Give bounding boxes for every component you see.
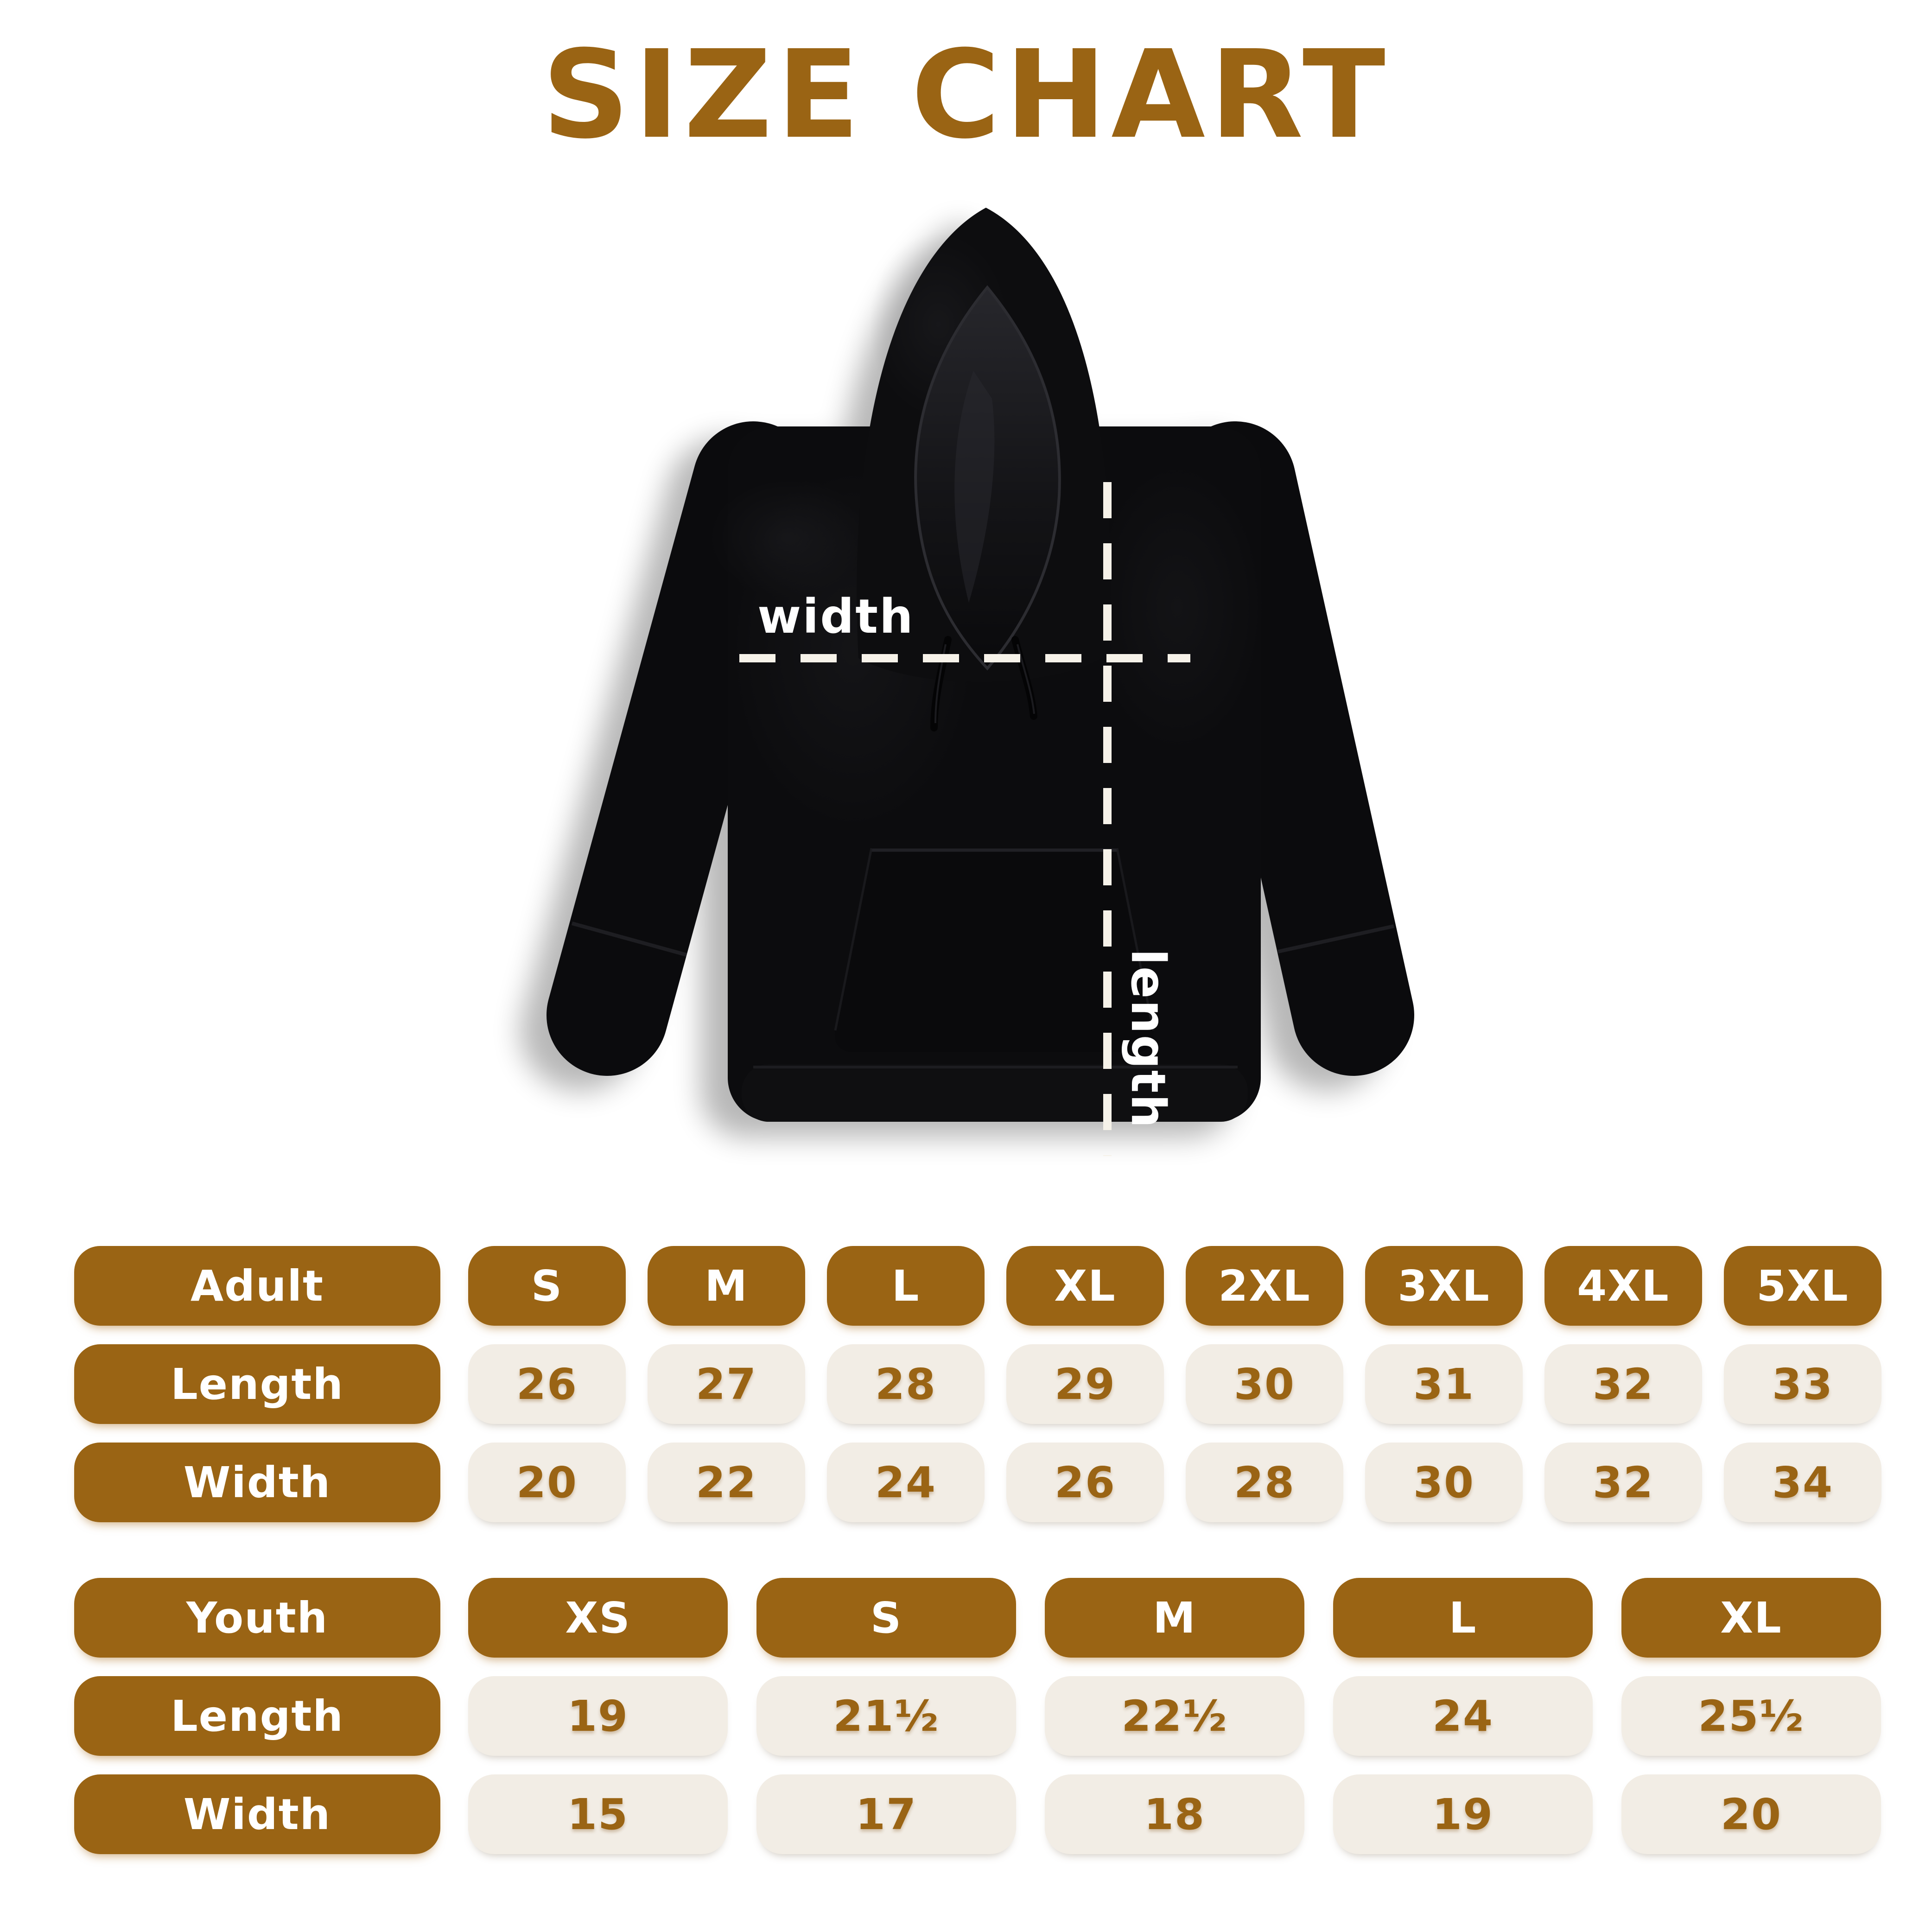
adult-length-value: 28 — [827, 1344, 985, 1424]
youth-length-value: 21½ — [756, 1676, 1016, 1756]
youth-width-row: Width 15 17 18 19 20 — [74, 1774, 1882, 1854]
adult-width-value: 28 — [1186, 1443, 1343, 1522]
hoodie-garment — [547, 208, 1414, 1122]
adult-width-value: 20 — [468, 1443, 626, 1522]
adult-width-value: 26 — [1006, 1443, 1164, 1522]
youth-size-pill-s: S — [756, 1578, 1016, 1658]
adult-width-label: Width — [74, 1443, 440, 1522]
adult-width-row: Width 20 22 24 26 28 30 32 34 — [74, 1443, 1882, 1522]
adult-length-value: 30 — [1186, 1344, 1343, 1424]
page-title: SIZE CHART — [542, 24, 1390, 165]
adult-length-value: 33 — [1724, 1344, 1881, 1424]
adult-size-pill-m: M — [648, 1246, 805, 1326]
adult-width-value: 30 — [1365, 1443, 1523, 1522]
youth-size-pill-l: L — [1333, 1578, 1593, 1658]
length-label: length — [1120, 949, 1176, 1129]
adult-width-value: 32 — [1544, 1443, 1702, 1522]
adult-length-row: Length 26 27 28 29 30 31 32 33 — [74, 1344, 1882, 1424]
adult-length-value: 32 — [1544, 1344, 1702, 1424]
adult-size-pill-5xl: 5XL — [1724, 1246, 1881, 1326]
youth-length-row: Length 19 21½ 22½ 24 25½ — [74, 1676, 1882, 1756]
adult-length-value: 26 — [468, 1344, 626, 1424]
youth-size-header-row: Youth XS S M L XL — [74, 1578, 1882, 1658]
adult-size-pill-4xl: 4XL — [1544, 1246, 1702, 1326]
youth-length-value: 24 — [1333, 1676, 1593, 1756]
youth-size-pill-xs: XS — [468, 1578, 728, 1658]
adult-length-value: 27 — [648, 1344, 805, 1424]
hoodie-left-cuff — [571, 922, 687, 957]
youth-length-value: 22½ — [1045, 1676, 1304, 1756]
adult-length-value: 31 — [1365, 1344, 1523, 1424]
adult-size-pill-s: S — [468, 1246, 626, 1326]
adult-size-pill-l: L — [827, 1246, 985, 1326]
adult-size-pill-3xl: 3XL — [1365, 1246, 1523, 1326]
youth-length-label: Length — [74, 1676, 440, 1756]
adult-width-value: 34 — [1724, 1443, 1881, 1522]
adult-length-value: 29 — [1006, 1344, 1164, 1424]
youth-size-pill-m: M — [1045, 1578, 1304, 1658]
youth-width-value: 20 — [1621, 1774, 1881, 1854]
youth-width-value: 15 — [468, 1774, 728, 1854]
adult-width-value: 22 — [648, 1443, 805, 1522]
youth-length-value: 19 — [468, 1676, 728, 1756]
youth-width-value: 19 — [1333, 1774, 1593, 1854]
adult-size-pill-xl: XL — [1006, 1246, 1164, 1326]
hoodie-measurement-diagram: width length — [482, 176, 1455, 1252]
youth-length-value: 25½ — [1621, 1676, 1881, 1756]
adult-length-label: Length — [74, 1344, 440, 1424]
width-label: width — [757, 589, 915, 644]
hoodie-hem — [742, 1064, 1248, 1122]
hoodie-right-cuff — [1277, 924, 1394, 953]
adult-width-value: 24 — [827, 1443, 985, 1522]
adult-size-header-row: Adult S M L XL 2XL 3XL 4XL 5XL — [74, 1246, 1882, 1326]
youth-size-pill-xl: XL — [1621, 1578, 1881, 1658]
youth-width-value: 18 — [1045, 1774, 1304, 1854]
youth-width-value: 17 — [756, 1774, 1016, 1854]
adult-table-title: Adult — [74, 1246, 440, 1326]
youth-table-title: Youth — [74, 1578, 440, 1658]
hoodie-pocket — [834, 848, 1154, 1052]
adult-size-pill-2xl: 2XL — [1186, 1246, 1343, 1326]
hoodie-illustration: width length — [520, 208, 1414, 1156]
youth-width-label: Width — [74, 1774, 440, 1854]
